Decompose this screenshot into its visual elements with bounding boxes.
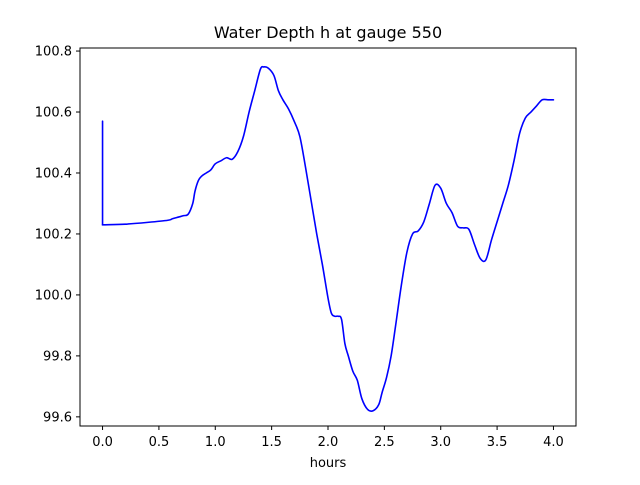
plot-frame (79, 47, 577, 427)
x-tick-label: 3.0 (430, 435, 451, 450)
x-axis: 0.0 0.5 1.0 1.5 2.0 2.5 3.0 3.5 4.0 (92, 426, 564, 450)
y-axis: 99.6 99.8 100.0 100.2 100.4 100.6 100.8 (35, 45, 80, 425)
series-line (101, 65, 555, 412)
y-tick-label: 100.0 (35, 288, 72, 303)
y-tick-label: 100.4 (35, 166, 72, 181)
chart-title: Water Depth h at gauge 550 (214, 23, 442, 42)
y-tick-label: 99.8 (43, 349, 72, 364)
y-tick-label: 99.6 (43, 410, 72, 425)
x-tick-label: 2.5 (374, 435, 395, 450)
y-tick-label: 100.6 (35, 106, 72, 121)
y-tick-label: 100.8 (35, 45, 72, 60)
x-tick-label: 3.5 (487, 435, 508, 450)
x-tick-label: 1.0 (205, 435, 226, 450)
y-tick-label: 100.2 (35, 227, 72, 242)
x-tick-label: 0.5 (149, 435, 170, 450)
x-tick-label: 4.0 (543, 435, 564, 450)
x-axis-title: hours (310, 456, 347, 471)
x-tick-label: 2.0 (318, 435, 339, 450)
x-tick-label: 0.0 (92, 435, 113, 450)
x-tick-label: 1.5 (261, 435, 282, 450)
